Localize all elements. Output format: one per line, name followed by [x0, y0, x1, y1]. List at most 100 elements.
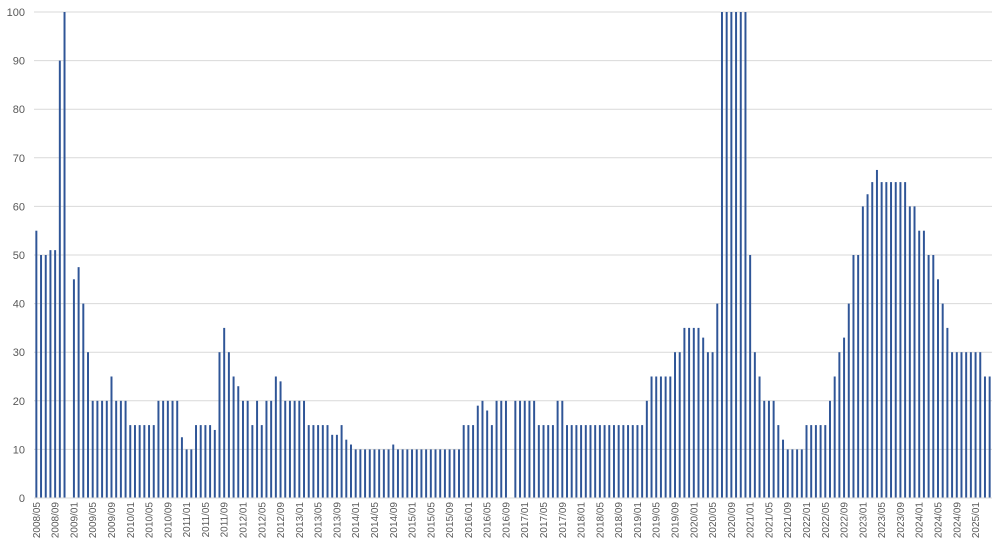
bar	[373, 449, 376, 498]
bar	[486, 410, 489, 498]
bar	[636, 425, 639, 498]
bar	[683, 327, 686, 498]
bar	[345, 439, 348, 498]
bar	[124, 400, 127, 498]
bar	[800, 449, 803, 498]
bar	[852, 255, 855, 498]
bar	[232, 376, 235, 498]
bar	[782, 439, 785, 498]
bar	[396, 449, 399, 498]
bar	[110, 376, 113, 498]
bar	[176, 400, 179, 498]
bar	[359, 449, 362, 498]
y-tick-label: 40	[13, 299, 25, 311]
x-tick-label: 2013/01	[295, 502, 306, 539]
bar	[119, 400, 122, 498]
x-tick-label: 2008/05	[32, 502, 43, 539]
bar	[218, 352, 221, 498]
bar	[669, 376, 672, 498]
x-tick-label: 2009/05	[88, 502, 99, 539]
bar	[603, 425, 606, 498]
bar	[180, 437, 183, 498]
x-tick-label: 2021/05	[764, 502, 775, 539]
bar	[528, 400, 531, 498]
bar	[955, 352, 958, 498]
x-tick-label: 2023/05	[877, 502, 888, 539]
bar	[937, 279, 939, 498]
bar	[720, 12, 723, 498]
bar	[767, 400, 770, 498]
bar	[115, 400, 118, 498]
bar	[199, 425, 202, 498]
x-tick-label: 2020/09	[727, 502, 738, 539]
x-tick-label: 2012/09	[276, 502, 287, 539]
bar	[133, 425, 136, 498]
bar	[312, 425, 315, 498]
bar	[415, 449, 418, 498]
x-tick-label: 2017/09	[558, 502, 569, 539]
bar	[608, 425, 611, 498]
bar	[828, 400, 831, 498]
y-tick-label: 50	[13, 250, 25, 262]
bar	[162, 400, 165, 498]
bar	[152, 425, 155, 498]
bar	[467, 425, 470, 498]
x-tick-label: 2017/05	[539, 502, 550, 539]
bar	[519, 400, 522, 498]
bar	[584, 425, 587, 498]
bar	[335, 434, 338, 498]
bar	[960, 352, 963, 498]
bar	[274, 376, 277, 498]
bar	[72, 279, 75, 498]
x-tick-label: 2023/09	[896, 502, 907, 539]
bar	[523, 400, 526, 498]
bar	[796, 449, 799, 498]
bar	[894, 182, 897, 498]
bar	[458, 449, 460, 498]
x-tick-label: 2012/05	[257, 502, 268, 539]
bar	[490, 425, 493, 498]
bar	[589, 425, 592, 498]
bar	[82, 303, 85, 498]
bar	[387, 449, 390, 498]
bar	[880, 182, 883, 498]
x-tick-label: 2013/05	[314, 502, 325, 539]
bar	[951, 352, 954, 498]
bar	[988, 376, 991, 498]
bar	[908, 206, 911, 498]
bar	[462, 425, 465, 498]
bar	[735, 12, 738, 498]
bar	[63, 12, 66, 498]
x-tick-label: 2018/01	[577, 502, 588, 539]
bar	[542, 425, 545, 498]
bar	[429, 449, 432, 498]
bar	[44, 255, 47, 498]
bar	[368, 449, 371, 498]
bar	[293, 400, 296, 498]
bar	[692, 327, 695, 498]
y-tick-label: 0	[19, 493, 25, 505]
bar	[171, 400, 174, 498]
bar	[35, 230, 38, 498]
bar	[448, 449, 451, 498]
bar	[791, 449, 794, 498]
bar	[40, 255, 43, 498]
x-tick-label: 2020/01	[689, 502, 700, 539]
x-tick-label: 2015/09	[445, 502, 456, 539]
x-tick-label: 2009/01	[69, 502, 80, 539]
bar	[58, 60, 61, 498]
bar	[265, 400, 268, 498]
bar	[551, 425, 554, 498]
bar	[786, 449, 789, 498]
bar	[885, 182, 888, 498]
bar	[941, 303, 944, 498]
bar	[655, 376, 658, 498]
bar	[857, 255, 860, 498]
bar	[105, 400, 108, 498]
bar	[688, 327, 691, 498]
y-tick-label: 70	[13, 153, 25, 165]
bar	[969, 352, 972, 498]
bar	[472, 425, 475, 498]
bar	[537, 425, 540, 498]
